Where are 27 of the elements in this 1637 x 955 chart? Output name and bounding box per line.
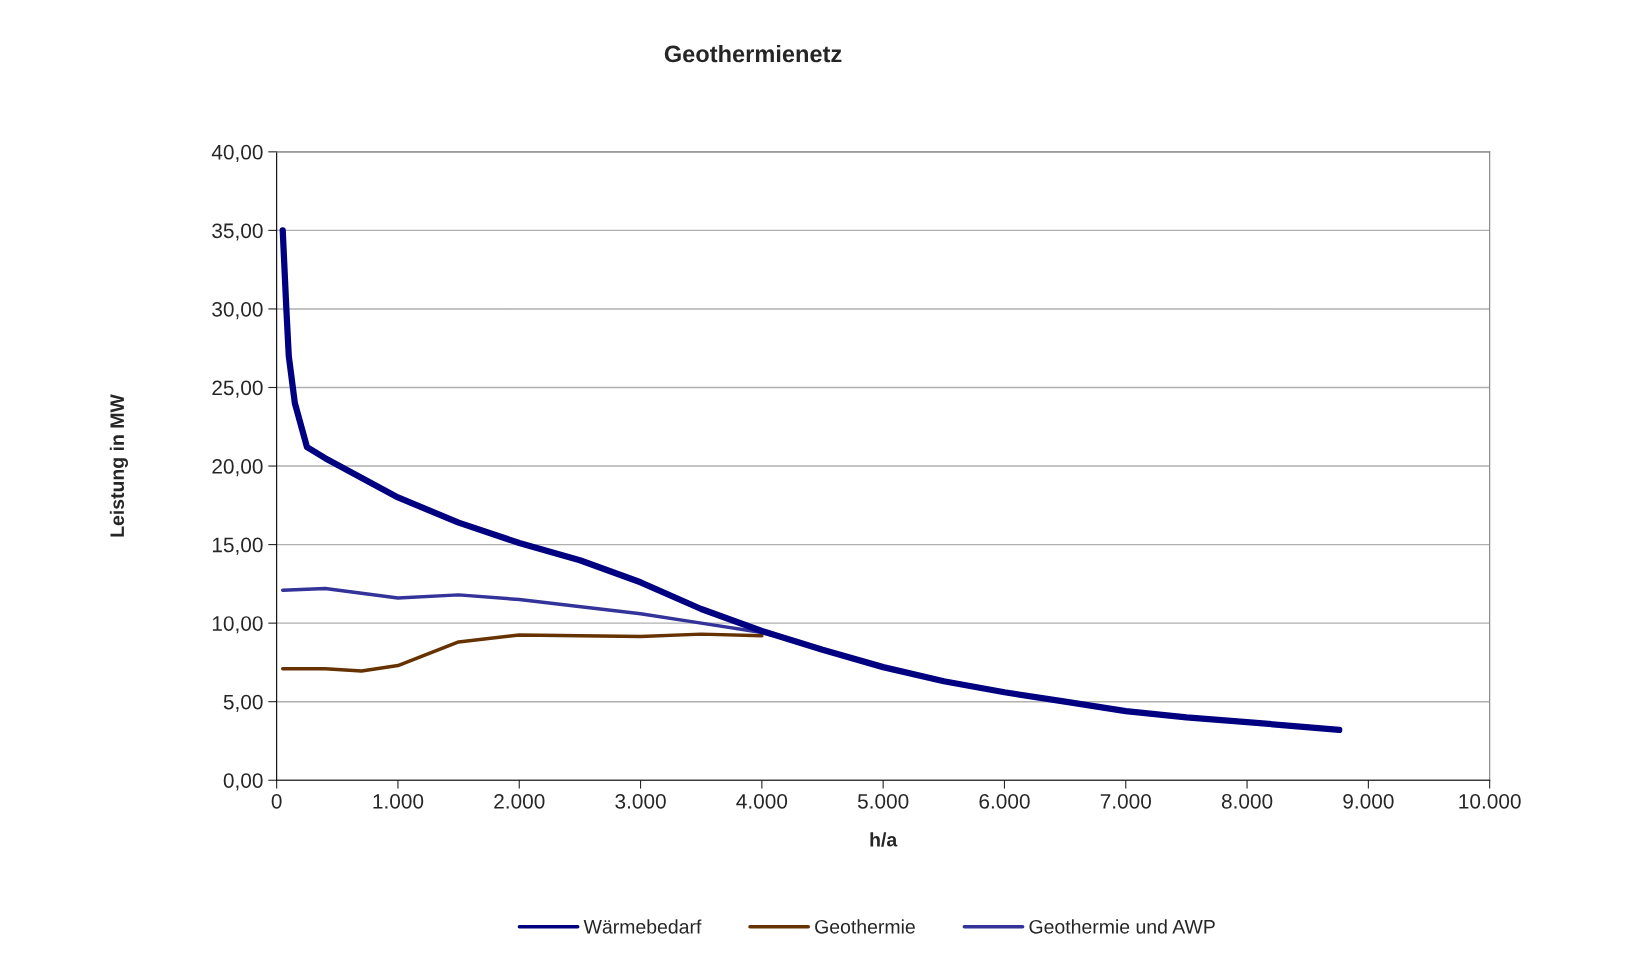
y-tick-label: 0,00	[223, 773, 263, 791]
x-tick-label: 5.000	[857, 793, 909, 809]
y-tick-label: 25,00	[212, 380, 263, 398]
x-tick-label: 4.000	[736, 793, 788, 809]
line-series	[280, 632, 764, 673]
x-tick-label: 7.000	[1100, 793, 1152, 809]
y-tick-label: 5,00	[223, 694, 263, 712]
y-tick-label: 10,00	[212, 616, 263, 634]
legend-label: Geothermie	[815, 919, 915, 934]
x-tick-label: 8.000	[1221, 793, 1273, 809]
chart-title: Geothermienetz	[664, 44, 842, 63]
x-tick-label: 10.000	[1459, 793, 1521, 809]
legend-label: Geothermie und AWP	[1029, 919, 1215, 934]
x-tick-label: 1.000	[373, 793, 424, 809]
x-tick-label: 6.000	[979, 793, 1030, 809]
y-tick-label: 30,00	[212, 301, 263, 320]
y-axis-title: Leistung in MW	[109, 394, 128, 537]
x-tick-label: 3.000	[615, 793, 666, 809]
x-tick-label: 0	[271, 793, 282, 809]
x-tick-label: 2.000	[494, 793, 545, 809]
y-tick-label: 15,00	[212, 537, 263, 555]
legend-label: Wärmebedarf	[583, 919, 702, 934]
y-tick-label: 20,00	[212, 459, 263, 477]
x-axis-title: h/a	[870, 832, 898, 847]
y-tick-label: 35,00	[212, 223, 263, 241]
y-tick-label: 40,00	[211, 144, 263, 163]
x-tick-label: 9.000	[1343, 793, 1394, 809]
